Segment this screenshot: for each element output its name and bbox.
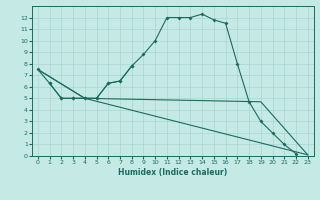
X-axis label: Humidex (Indice chaleur): Humidex (Indice chaleur) — [118, 168, 228, 177]
